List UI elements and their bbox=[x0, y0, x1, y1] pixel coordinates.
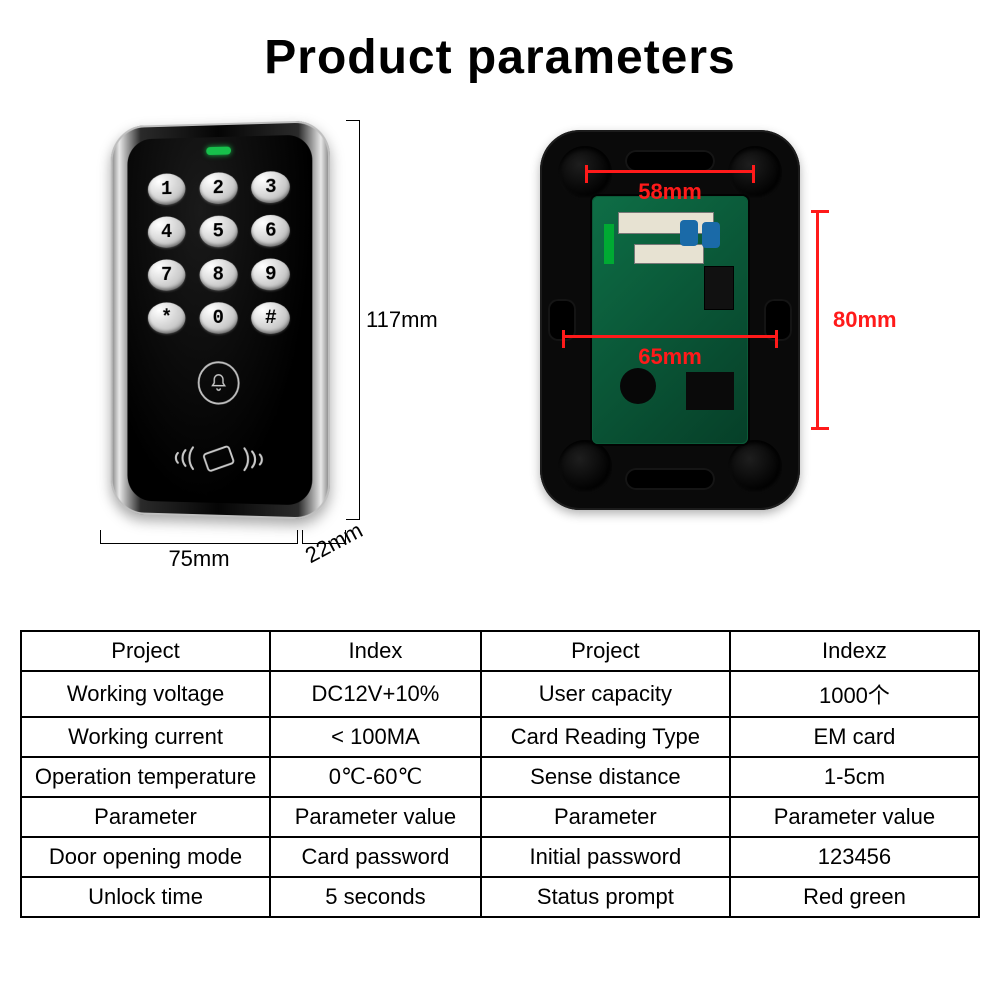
key-1[interactable]: 1 bbox=[148, 173, 186, 205]
cell: Parameter value bbox=[270, 797, 481, 837]
dim-depth-label: 22mm bbox=[301, 517, 367, 569]
key-3[interactable]: 3 bbox=[251, 171, 290, 203]
table-row: Working current < 100MA Card Reading Typ… bbox=[21, 717, 979, 757]
cell: Sense distance bbox=[481, 757, 730, 797]
key-2[interactable]: 2 bbox=[199, 172, 237, 204]
cell: Card password bbox=[270, 837, 481, 877]
cell: Card Reading Type bbox=[481, 717, 730, 757]
table-row: Operation temperature 0℃-60℃ Sense dista… bbox=[21, 757, 979, 797]
connector-icon bbox=[618, 212, 714, 234]
dim-mid-width: 65mm bbox=[562, 335, 778, 338]
diagram-row: 1 2 3 4 5 6 7 8 9 * 0 # bbox=[0, 110, 1000, 630]
table-row: Parameter Parameter value Parameter Para… bbox=[21, 797, 979, 837]
cell: User capacity bbox=[481, 671, 730, 717]
key-8[interactable]: 8 bbox=[199, 259, 237, 291]
cell: Initial password bbox=[481, 837, 730, 877]
cell: < 100MA bbox=[270, 717, 481, 757]
top-slot-icon bbox=[625, 150, 715, 172]
cell: 0℃-60℃ bbox=[270, 757, 481, 797]
cell: Status prompt bbox=[481, 877, 730, 917]
table-row: Working voltage DC12V+10% User capacity … bbox=[21, 671, 979, 717]
capacitor-icon bbox=[680, 220, 698, 246]
key-9[interactable]: 9 bbox=[251, 258, 290, 290]
cell: Indexz bbox=[730, 631, 979, 671]
key-5[interactable]: 5 bbox=[199, 215, 237, 247]
cell: 5 seconds bbox=[270, 877, 481, 917]
doorbell-icon[interactable] bbox=[198, 361, 240, 405]
cell: DC12V+10% bbox=[270, 671, 481, 717]
cell: Working voltage bbox=[21, 671, 270, 717]
mount-hole-icon bbox=[728, 146, 782, 200]
dim-height-label: 117mm bbox=[366, 307, 438, 333]
dim-side-height-label: 80mm bbox=[833, 307, 897, 333]
chip-icon bbox=[704, 266, 734, 310]
back-view-panel: 58mm 65mm 80mm bbox=[510, 110, 930, 590]
table-row: Unlock time 5 seconds Status prompt Red … bbox=[21, 877, 979, 917]
parameters-tbody: Project Index Project Indexz Working vol… bbox=[21, 631, 979, 917]
status-led-icon bbox=[206, 147, 231, 155]
cell: Door opening mode bbox=[21, 837, 270, 877]
capacitor-icon bbox=[702, 222, 720, 248]
cell: Parameter value bbox=[730, 797, 979, 837]
cell: Parameter bbox=[21, 797, 270, 837]
bottom-slot-icon bbox=[625, 468, 715, 490]
table-row: Project Index Project Indexz bbox=[21, 631, 979, 671]
dim-depth: 22mm bbox=[302, 530, 346, 544]
pcb bbox=[592, 196, 748, 444]
key-hash[interactable]: # bbox=[251, 302, 290, 334]
key-star[interactable]: * bbox=[148, 302, 186, 333]
cell: Operation temperature bbox=[21, 757, 270, 797]
dim-side-height: 80mm bbox=[816, 210, 819, 430]
device-front: 1 2 3 4 5 6 7 8 9 * 0 # bbox=[111, 120, 330, 520]
dim-width: 75mm bbox=[100, 530, 298, 544]
dim-width-label: 75mm bbox=[168, 546, 229, 572]
dim-mount-top: 58mm bbox=[585, 170, 755, 173]
keypad: 1 2 3 4 5 6 7 8 9 * 0 # bbox=[148, 171, 291, 334]
cell: EM card bbox=[730, 717, 979, 757]
cell: Project bbox=[21, 631, 270, 671]
cell: 1-5cm bbox=[730, 757, 979, 797]
buzzer-icon bbox=[620, 368, 656, 404]
key-7[interactable]: 7 bbox=[148, 259, 186, 290]
cell: 1000个 bbox=[730, 671, 979, 717]
cell: Red green bbox=[730, 877, 979, 917]
key-0[interactable]: 0 bbox=[199, 302, 237, 334]
mount-hole-icon bbox=[558, 440, 612, 494]
cell: Parameter bbox=[481, 797, 730, 837]
dim-height: 117mm bbox=[346, 120, 360, 520]
page-title: Product parameters bbox=[0, 0, 1000, 110]
cell: Project bbox=[481, 631, 730, 671]
front-view-panel: 1 2 3 4 5 6 7 8 9 * 0 # bbox=[70, 110, 450, 590]
rfid-icon bbox=[127, 442, 312, 475]
connector-icon bbox=[634, 244, 704, 264]
key-4[interactable]: 4 bbox=[148, 216, 186, 248]
table-row: Door opening mode Card password Initial … bbox=[21, 837, 979, 877]
device-back: 58mm 65mm bbox=[540, 130, 800, 510]
relay-icon bbox=[686, 372, 734, 410]
mount-hole-icon bbox=[728, 440, 782, 494]
dim-mid-width-label: 65mm bbox=[638, 344, 702, 370]
cell: Unlock time bbox=[21, 877, 270, 917]
key-6[interactable]: 6 bbox=[251, 215, 290, 247]
cell: Index bbox=[270, 631, 481, 671]
cell: Working current bbox=[21, 717, 270, 757]
dim-mount-top-label: 58mm bbox=[638, 179, 702, 205]
parameters-table: Project Index Project Indexz Working vol… bbox=[20, 630, 980, 918]
cell: 123456 bbox=[730, 837, 979, 877]
